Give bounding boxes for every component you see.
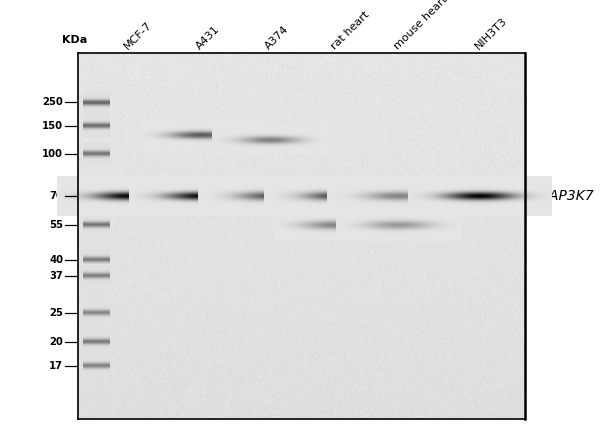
Text: 250: 250 <box>42 97 63 108</box>
Text: NIH3T3: NIH3T3 <box>473 15 509 51</box>
Text: 17: 17 <box>49 361 63 371</box>
Text: 55: 55 <box>49 220 63 230</box>
Text: A374: A374 <box>263 23 290 51</box>
Text: 40: 40 <box>49 255 63 264</box>
Text: 70: 70 <box>49 190 63 201</box>
Text: 150: 150 <box>42 121 63 131</box>
Text: 25: 25 <box>49 307 63 318</box>
Text: rat heart: rat heart <box>329 9 371 51</box>
Text: KDa: KDa <box>62 35 88 45</box>
Text: 37: 37 <box>49 271 63 281</box>
Text: MCF-7: MCF-7 <box>122 19 154 51</box>
Text: 20: 20 <box>49 337 63 347</box>
Text: A431: A431 <box>194 23 221 51</box>
Text: -MAP3K7: -MAP3K7 <box>532 189 594 203</box>
Text: 100: 100 <box>42 149 63 159</box>
Text: mouse heart: mouse heart <box>392 0 449 51</box>
